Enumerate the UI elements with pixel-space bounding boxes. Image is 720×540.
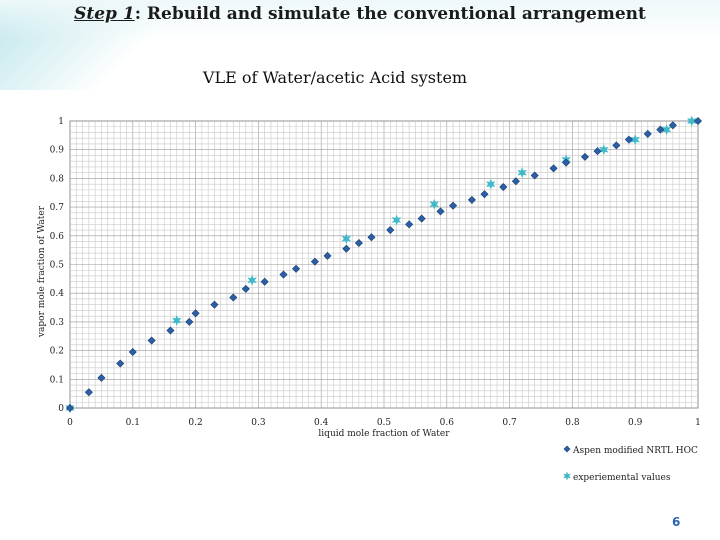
model-data-point bbox=[549, 164, 558, 173]
model-data-point bbox=[342, 244, 351, 253]
model-data-point bbox=[354, 238, 363, 247]
y-tick-label: 0.6 bbox=[50, 232, 65, 242]
experimental-data-point bbox=[686, 115, 697, 127]
experimental-data-point bbox=[598, 144, 609, 156]
page-number: 6 bbox=[672, 515, 681, 529]
y-tick-label: 0.1 bbox=[50, 375, 64, 385]
model-data-point bbox=[210, 300, 219, 309]
y-tick-label: 0 bbox=[58, 404, 64, 414]
model-data-point bbox=[643, 129, 652, 138]
model-data-point bbox=[417, 214, 426, 223]
model-data-point bbox=[624, 135, 633, 144]
legend-entry-label: experiemental values bbox=[573, 473, 671, 483]
x-tick-label: 0.5 bbox=[377, 418, 392, 428]
y-tick-label: 0.2 bbox=[50, 347, 64, 357]
x-tick-label: 0.6 bbox=[440, 418, 455, 428]
model-data-point bbox=[530, 171, 539, 180]
y-tick-label: 1 bbox=[58, 117, 64, 127]
model-data-point bbox=[65, 403, 75, 413]
model-data-point bbox=[386, 226, 395, 235]
model-data-point bbox=[191, 309, 200, 318]
y-axis-label: vapor mole fraction of Water bbox=[37, 205, 47, 338]
model-data-point bbox=[562, 158, 571, 167]
model-data-point bbox=[260, 277, 269, 286]
model-data-point bbox=[116, 359, 125, 368]
experimental-data-point bbox=[247, 274, 257, 286]
legend-marker-experimental bbox=[563, 471, 571, 481]
x-tick-label: 0.8 bbox=[565, 418, 580, 428]
experimental-data-point bbox=[391, 214, 402, 226]
model-data-point bbox=[593, 147, 602, 156]
y-tick-label: 0.5 bbox=[50, 261, 65, 271]
x-tick-label: 0.9 bbox=[628, 418, 643, 428]
chart-title: VLE of Water/acetic Acid system bbox=[202, 68, 468, 87]
y-tick-label: 0.7 bbox=[50, 203, 65, 213]
model-data-point bbox=[292, 264, 301, 273]
y-tick-label: 0.8 bbox=[50, 174, 65, 184]
model-data-point bbox=[693, 116, 703, 126]
model-data-point bbox=[97, 373, 106, 382]
experimental-data-point bbox=[341, 233, 352, 245]
experimental-data-point bbox=[630, 134, 641, 146]
model-data-point bbox=[84, 388, 93, 397]
x-tick-label: 0.1 bbox=[126, 418, 140, 428]
model-data-point bbox=[467, 195, 476, 204]
legend-entry-label: Aspen modified NRTL HOC bbox=[572, 446, 698, 456]
model-data-point bbox=[323, 251, 332, 260]
model-data-point bbox=[147, 336, 156, 345]
model-data-point bbox=[367, 233, 376, 242]
model-data-point bbox=[612, 141, 621, 150]
x-tick-label: 0.7 bbox=[502, 418, 517, 428]
model-data-point bbox=[185, 317, 194, 326]
experimental-data-point bbox=[171, 314, 182, 327]
model-data-point bbox=[668, 121, 677, 130]
slide-title-text: : Rebuild and simulate the conventional … bbox=[134, 4, 646, 24]
model-data-point bbox=[499, 182, 508, 192]
x-axis-label: liquid mole fraction of Water bbox=[318, 429, 450, 439]
model-data-point bbox=[480, 190, 489, 199]
x-tick-label: 1 bbox=[695, 418, 701, 428]
model-data-point bbox=[449, 201, 458, 210]
model-data-point bbox=[580, 152, 589, 161]
experimental-data-point bbox=[485, 178, 496, 190]
experimental-data-point bbox=[517, 167, 527, 179]
y-tick-label: 0.3 bbox=[50, 318, 65, 328]
model-data-point bbox=[128, 348, 137, 357]
x-tick-label: 0.2 bbox=[188, 418, 202, 428]
y-tick-label: 0.4 bbox=[50, 289, 65, 299]
model-data-point bbox=[436, 207, 445, 216]
model-data-point bbox=[279, 270, 288, 279]
model-data-point bbox=[310, 257, 319, 266]
decorative-top-band bbox=[0, 0, 720, 40]
model-data-point bbox=[229, 293, 238, 302]
experimental-data-point bbox=[429, 198, 440, 210]
model-data-point bbox=[511, 177, 520, 186]
model-data-point bbox=[166, 326, 175, 335]
x-tick-label: 0.3 bbox=[251, 418, 266, 428]
y-tick-label: 0.9 bbox=[50, 146, 65, 156]
legend-marker-model bbox=[563, 445, 571, 453]
model-data-point bbox=[656, 125, 665, 134]
model-data-point bbox=[241, 284, 250, 293]
slide-title: Step 1: Rebuild and simulate the convent… bbox=[0, 4, 720, 24]
step-label: Step 1 bbox=[74, 4, 135, 24]
x-tick-label: 0.4 bbox=[314, 418, 329, 428]
model-data-point bbox=[405, 220, 414, 229]
x-tick-label: 0 bbox=[67, 418, 73, 428]
